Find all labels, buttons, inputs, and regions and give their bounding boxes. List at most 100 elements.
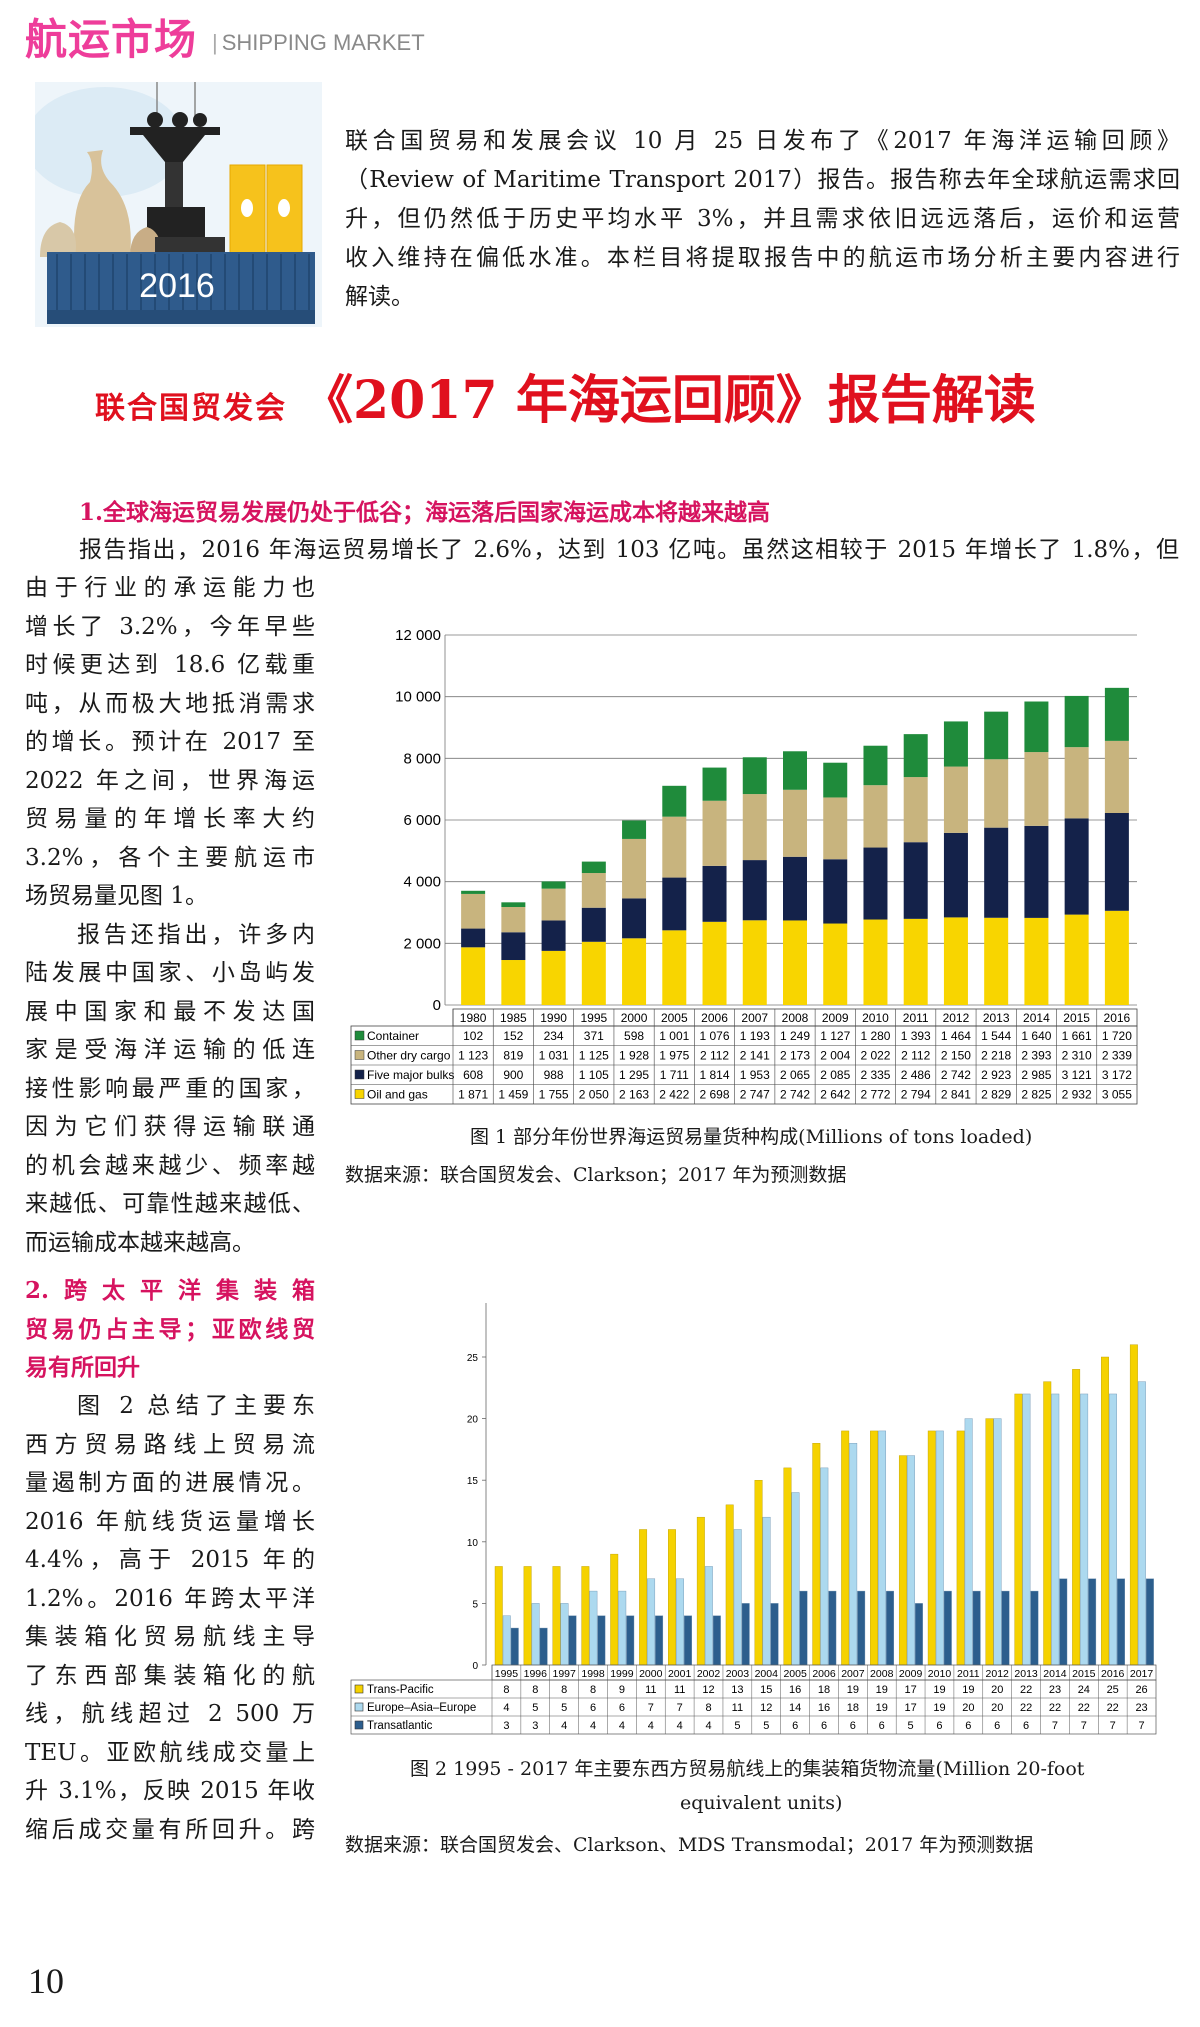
figure2-source: 数据来源：联合国贸发会、Clarkson、MDS Transmodal；2017… xyxy=(345,1834,1034,1856)
table-cell: 26 xyxy=(1135,1684,1147,1696)
x-tick-label: 2005 xyxy=(783,1668,807,1680)
y-tick-label: 10 000 xyxy=(395,689,441,706)
title-prefix: 联合国贸发会 xyxy=(95,391,287,426)
table-cell: 4 xyxy=(561,1720,567,1732)
bar-europe-asia-europe xyxy=(935,1430,944,1666)
bar-container xyxy=(903,734,928,778)
bar-other-dry-cargo xyxy=(501,907,526,933)
bar-other-dry-cargo xyxy=(581,873,606,908)
bar-container xyxy=(1104,687,1129,741)
table-cell: 6 xyxy=(590,1702,596,1714)
text-line: 报告还指出，许多内 xyxy=(77,921,315,948)
bar-oil-and-gas xyxy=(541,950,566,1005)
table-cell: 1 105 xyxy=(579,1068,609,1082)
x-tick-label: 2017 xyxy=(1130,1668,1154,1680)
bar-europe-asia-europe xyxy=(647,1578,656,1666)
bar-transatlantic xyxy=(828,1590,837,1666)
table-cell: 9 xyxy=(619,1684,625,1696)
table-cell: 3 xyxy=(532,1720,538,1732)
x-tick-label: 2016 xyxy=(1101,1668,1125,1680)
bar-europe-asia-europe xyxy=(560,1603,569,1666)
bar-other-dry-cargo xyxy=(984,759,1009,828)
bar-transatlantic xyxy=(1001,1590,1010,1666)
legend-label: Container xyxy=(367,1029,419,1043)
table-cell: 2 112 xyxy=(901,1049,930,1063)
title-main: 《2017 年海运回顾》报告解读 xyxy=(301,370,1036,431)
bar-oil-and-gas xyxy=(742,920,767,1005)
bar-oil-and-gas xyxy=(702,921,727,1005)
table-cell: 19 xyxy=(962,1684,974,1696)
bar-trans-pacific xyxy=(1129,1344,1138,1666)
table-cell: 2 742 xyxy=(780,1088,810,1102)
y-tick-label: 4 000 xyxy=(403,874,441,891)
figure1-chart: 0 2 000 4 000 6 000 8 000 10 000 12 000 1980 198… xyxy=(350,627,1138,1105)
bar-transatlantic xyxy=(1088,1578,1097,1666)
x-tick-label: 2009 xyxy=(822,1011,849,1025)
y-tick-label: 5 xyxy=(472,1599,478,1610)
bar-oil-and-gas xyxy=(1024,917,1049,1005)
bar-transatlantic xyxy=(1117,1578,1125,1666)
x-tick-label: 2008 xyxy=(870,1668,894,1680)
bar-transatlantic xyxy=(741,1603,750,1666)
bar-trans-pacific xyxy=(552,1566,561,1666)
bar-five-major-bulks xyxy=(1104,813,1129,911)
bar-container xyxy=(823,762,848,798)
x-tick-label: 2002 xyxy=(697,1668,721,1680)
bar-transatlantic xyxy=(626,1615,635,1666)
table-cell: 25 xyxy=(1107,1684,1119,1696)
container-illustration: 2016 xyxy=(35,82,322,327)
article-title: 联合国贸发会 《2017 年海运回顾》报告解读 xyxy=(95,358,1036,433)
bar-transatlantic xyxy=(799,1590,808,1666)
x-tick-label: 2007 xyxy=(841,1668,865,1680)
table-cell: 2 112 xyxy=(700,1049,729,1063)
text-line: 家是受海洋运输的低连 xyxy=(25,1037,315,1063)
table-cell: 4 xyxy=(619,1720,625,1732)
table-cell: 2 335 xyxy=(860,1068,890,1082)
x-tick-label: 2016 xyxy=(1104,1011,1131,1025)
bar-transatlantic xyxy=(1145,1578,1154,1666)
text-line: 线，航线超过 2 500 万 xyxy=(25,1701,315,1727)
bar-europe-asia-europe xyxy=(964,1418,973,1666)
text-line: 图 2 总结了主要东 xyxy=(77,1393,315,1419)
table-cell: 1 127 xyxy=(820,1029,850,1043)
table-cell: 4 xyxy=(677,1720,683,1732)
table-cell: 3 xyxy=(503,1720,509,1732)
text-line: 联合国贸易和发展会议 10 月 25 日发布了《2017 年海洋运输回顾》 xyxy=(345,128,1180,154)
bar-other-dry-cargo xyxy=(1064,747,1089,819)
figure1-caption: 图 1 部分年份世界海运贸易量货种构成(Millions of tons loa… xyxy=(470,1126,1033,1148)
table-cell: 3 055 xyxy=(1102,1088,1132,1102)
bar-trans-pacific xyxy=(985,1418,994,1666)
table-cell: 17 xyxy=(904,1702,916,1714)
table-cell: 2 772 xyxy=(860,1088,890,1102)
bar-trans-pacific xyxy=(956,1430,965,1666)
text-line: 时候更达到 18.6 亿载重 xyxy=(25,652,315,678)
table-cell: 6 xyxy=(850,1720,856,1732)
legend-swatch xyxy=(354,1684,364,1694)
bar-oil-and-gas xyxy=(622,938,647,1005)
bar-trans-pacific xyxy=(870,1430,879,1666)
bar-trans-pacific xyxy=(581,1566,590,1666)
bar-transatlantic xyxy=(684,1615,692,1666)
x-tick-label: 2014 xyxy=(1023,1011,1050,1025)
bar-five-major-bulks xyxy=(742,860,767,921)
bar-trans-pacific xyxy=(927,1430,936,1666)
bar-other-dry-cargo xyxy=(823,797,848,860)
text-line: 解读。 xyxy=(345,284,414,310)
table-cell: 598 xyxy=(624,1029,644,1043)
table-cell: 12 xyxy=(760,1702,772,1714)
table-cell: 1 814 xyxy=(700,1068,730,1082)
bar-europe-asia-europe xyxy=(676,1578,684,1666)
text-line: 的机会越来越少、频率越 xyxy=(25,1152,315,1179)
figure1-source: 数据来源：联合国贸发会、Clarkson；2017 年为预测数据 xyxy=(345,1164,847,1186)
y-tick-label: 12 000 xyxy=(395,627,441,644)
bar-europe-asia-europe xyxy=(589,1590,598,1666)
bar-trans-pacific xyxy=(725,1504,734,1666)
table-cell: 23 xyxy=(1135,1702,1147,1714)
text-line: 展中国家和最不发达国 xyxy=(25,998,315,1025)
table-cell: 2 794 xyxy=(901,1088,931,1102)
y-tick-label: 2 000 xyxy=(403,935,441,952)
bar-oil-and-gas xyxy=(1104,910,1129,1005)
bar-oil-and-gas xyxy=(863,919,888,1005)
bar-five-major-bulks xyxy=(702,865,727,922)
text-line: 量遏制方面的进展情况。 xyxy=(25,1470,315,1496)
